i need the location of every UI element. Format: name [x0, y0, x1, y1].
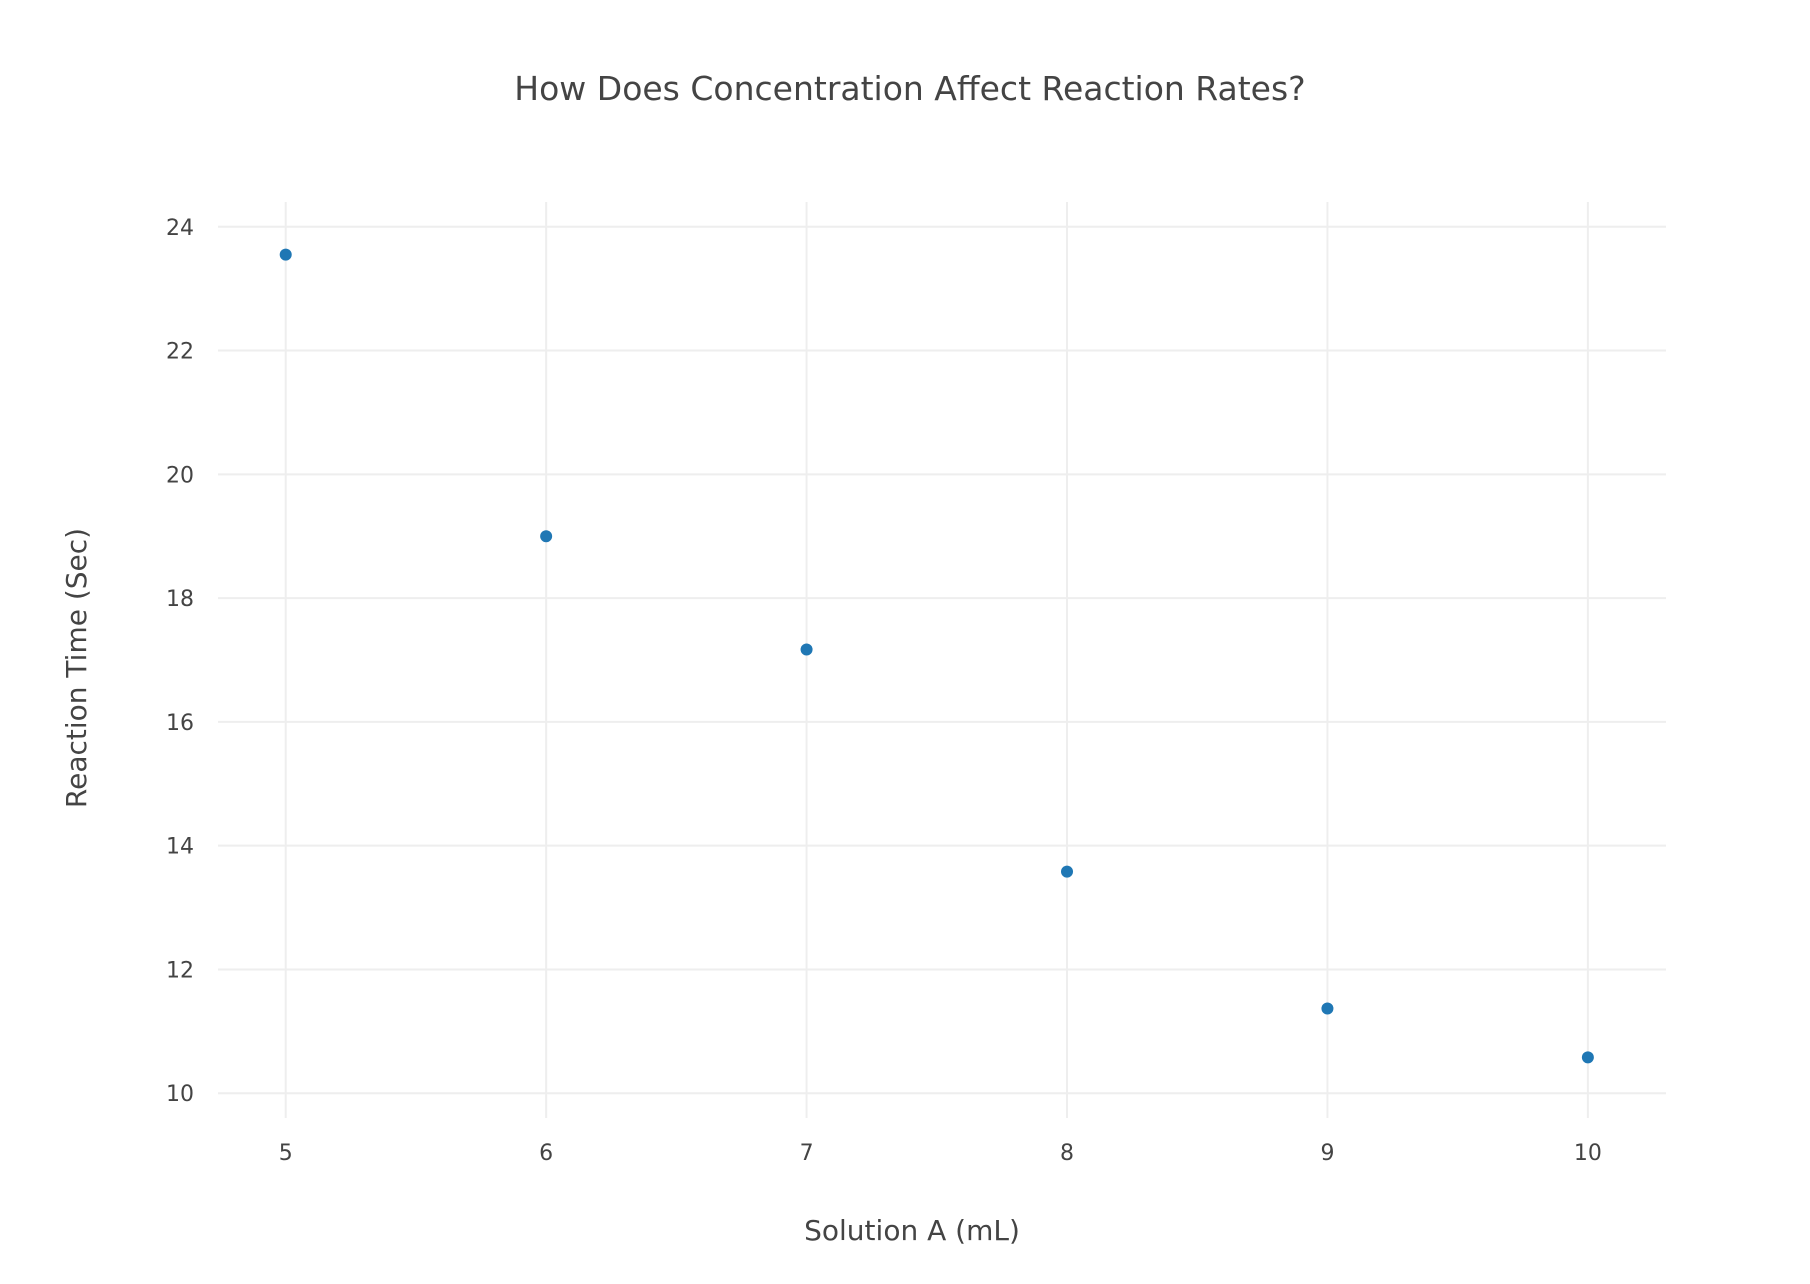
y-tick-label: 14: [166, 835, 194, 860]
chart-title: How Does Concentration Affect Reaction R…: [514, 69, 1305, 108]
y-tick-label: 12: [166, 958, 194, 983]
x-tick-label: 5: [279, 1141, 293, 1166]
grid: [218, 202, 1666, 1118]
x-axis-ticks: 5 6 7 8 9 10: [279, 1141, 1602, 1166]
y-tick-label: 10: [166, 1082, 194, 1107]
y-tick-label: 18: [166, 587, 194, 612]
y-axis-title: Reaction Time (Sec): [60, 528, 93, 808]
x-tick-label: 8: [1060, 1141, 1074, 1166]
data-point[interactable]: [800, 643, 813, 656]
data-point[interactable]: [540, 530, 553, 543]
x-tick-label: 10: [1574, 1141, 1602, 1166]
data-points: [279, 248, 1594, 1064]
data-point[interactable]: [1321, 1002, 1334, 1015]
x-tick-label: 6: [539, 1141, 553, 1166]
x-tick-label: 9: [1320, 1141, 1334, 1166]
data-point[interactable]: [1581, 1051, 1594, 1064]
y-tick-label: 16: [166, 711, 194, 736]
x-tick-label: 7: [800, 1141, 814, 1166]
y-tick-label: 24: [166, 216, 194, 241]
x-axis-title: Solution A (mL): [804, 1214, 1020, 1247]
y-tick-label: 20: [166, 463, 194, 488]
y-tick-label: 22: [166, 340, 194, 365]
y-axis-ticks: 10 12 14 16 18 20 22 24: [166, 216, 194, 1107]
data-point[interactable]: [279, 248, 292, 261]
data-point[interactable]: [1061, 865, 1074, 878]
